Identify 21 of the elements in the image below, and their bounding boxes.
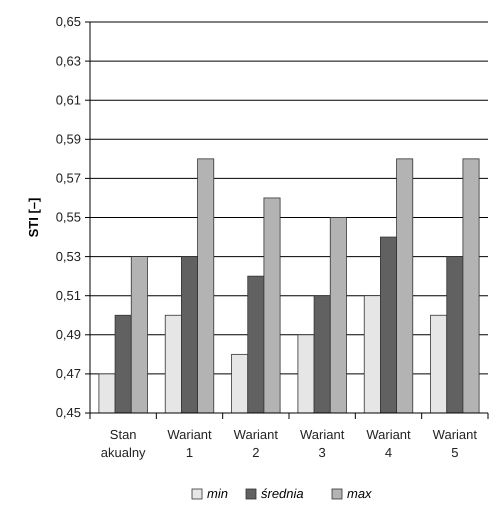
y-tick-label: 0,47 xyxy=(56,366,81,382)
legend-label: max xyxy=(347,486,372,501)
y-tick-label: 0,53 xyxy=(56,248,81,264)
y-tick-label: 0,57 xyxy=(56,170,81,186)
y-tick-label: 0,61 xyxy=(56,92,81,108)
y-tick-label: 0,59 xyxy=(56,131,81,146)
x-tick-label: Wariant 5 xyxy=(432,427,478,460)
y-axis-title: STI [–] xyxy=(26,198,41,238)
legend-label: średnia xyxy=(261,486,304,501)
y-tick-label: 0,65 xyxy=(56,14,81,30)
x-tick-label: Stan akualny xyxy=(100,427,146,460)
y-tick-label: 0,49 xyxy=(56,326,81,342)
x-tick-label: Wariant 1 xyxy=(167,427,212,460)
y-tick-label: 0,63 xyxy=(56,53,81,68)
y-tick-label: 0,55 xyxy=(56,210,81,225)
x-tick-label: Wariant 3 xyxy=(300,427,345,460)
x-tick-label: Wariant 2 xyxy=(234,427,278,460)
y-tick-label: 0,51 xyxy=(56,288,81,303)
legend-label: min xyxy=(207,486,228,501)
y-tick-label: 0,45 xyxy=(56,405,81,420)
x-tick-label: Wariant 4 xyxy=(366,427,412,460)
